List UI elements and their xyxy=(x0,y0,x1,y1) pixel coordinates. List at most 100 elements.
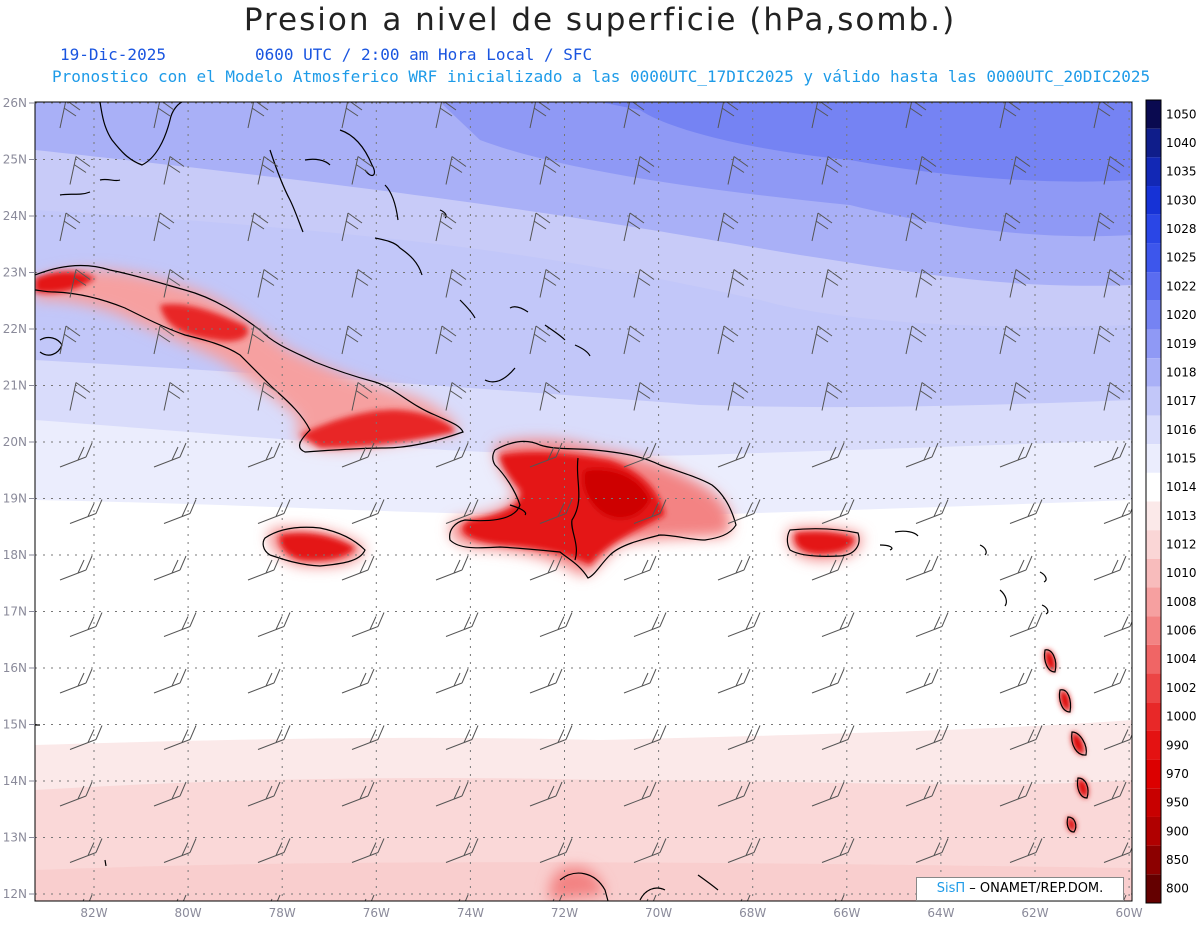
wind-barb xyxy=(59,668,93,694)
colorbar-swatch xyxy=(1146,100,1161,129)
wind-barb xyxy=(257,725,291,750)
wind-barb xyxy=(341,325,363,355)
pressure-field xyxy=(35,102,1132,901)
colorbar-swatch xyxy=(1146,845,1161,875)
colorbar-label: 1012 xyxy=(1166,538,1197,552)
colorbar-swatch xyxy=(1146,874,1161,903)
wind-barb xyxy=(915,612,949,637)
wind-barb xyxy=(834,894,845,901)
wind-barb xyxy=(915,838,949,863)
wind-barb xyxy=(727,156,749,185)
wind-barb xyxy=(270,894,281,901)
wind-barb xyxy=(341,668,375,694)
wind-barb xyxy=(341,102,363,129)
wind-barb xyxy=(623,442,657,468)
wind-barb xyxy=(458,894,469,901)
colorbar-label: 1019 xyxy=(1166,337,1197,351)
wind-barb xyxy=(341,212,363,242)
latitude-label: 26N xyxy=(3,96,27,110)
wind-barb xyxy=(445,612,479,637)
latitude-label: 15N xyxy=(3,718,27,732)
wind-barb xyxy=(435,555,469,581)
colorbar-label: 1018 xyxy=(1166,365,1197,379)
longitude-label: 60W xyxy=(1116,906,1143,920)
colorbar-label: 1016 xyxy=(1166,423,1197,437)
longitude-label: 64W xyxy=(927,906,954,920)
wind-barb xyxy=(623,325,645,355)
map-title: Presion a nivel de superficie (hPa,somb.… xyxy=(243,2,957,38)
lat-lon-grid xyxy=(35,102,1132,901)
wind-barb xyxy=(717,442,751,468)
wind-barb xyxy=(257,499,291,524)
wind-barb xyxy=(1093,325,1115,355)
wind-barb xyxy=(539,269,561,298)
colorbar-label: 1013 xyxy=(1166,509,1197,523)
wind-barb xyxy=(1009,269,1031,298)
colorbar-label: 1025 xyxy=(1166,251,1197,265)
wind-barb xyxy=(999,102,1021,129)
latitude-label: 22N xyxy=(3,322,27,336)
wind-barb xyxy=(905,781,939,807)
colorbar-swatch xyxy=(1146,358,1161,387)
colorbar-label: 1017 xyxy=(1166,394,1197,408)
wind-barb xyxy=(633,382,655,411)
wind-barb xyxy=(999,442,1033,468)
wind-barb xyxy=(811,668,845,694)
wind-barb xyxy=(905,102,927,129)
wind-barb xyxy=(811,102,833,129)
longitude-label: 74W xyxy=(457,906,484,920)
wind-barb xyxy=(341,781,375,807)
latitude-label: 18N xyxy=(3,548,27,562)
wind-barb xyxy=(821,499,855,524)
wind-barb xyxy=(717,781,751,807)
wind-barb xyxy=(351,725,385,750)
colorbar-label: 1006 xyxy=(1166,624,1197,638)
wind-barb xyxy=(905,442,939,468)
wind-barb xyxy=(905,212,927,242)
wind-barb xyxy=(445,838,479,863)
wind-barb xyxy=(539,612,573,637)
wind-barb xyxy=(1103,729,1132,750)
wind-barb xyxy=(341,555,375,581)
wind-barb xyxy=(351,499,385,524)
wind-barb xyxy=(69,382,91,411)
wind-barb xyxy=(717,668,751,694)
colorbar-swatch xyxy=(1146,616,1161,645)
colorbar-swatch xyxy=(1146,128,1161,158)
wind-barb xyxy=(633,499,667,524)
colorbar-label: 900 xyxy=(1166,824,1189,838)
latitude-label: 25N xyxy=(3,153,27,167)
wind-barb xyxy=(539,499,573,524)
wind-barb xyxy=(727,499,761,524)
wind-barb xyxy=(435,212,457,242)
credit-box: SisΠ – ONAMET/REP.DOM. xyxy=(916,877,1124,901)
wind-barb xyxy=(552,894,563,901)
wind-barb xyxy=(999,781,1033,807)
wind-barb xyxy=(153,668,187,694)
wind-barb xyxy=(727,725,761,750)
forecast-time: 0600 UTC / 2:00 am Hora Local / SFC xyxy=(255,45,593,64)
colorbar-label: 990 xyxy=(1166,738,1189,752)
wind-barb xyxy=(247,102,269,129)
colorbar-label: 1030 xyxy=(1166,193,1197,207)
colorbar-swatch xyxy=(1146,816,1161,846)
wind-barb xyxy=(247,442,281,468)
wind-barb xyxy=(811,442,845,468)
latitude-label: 12N xyxy=(3,887,27,901)
wind-barb xyxy=(69,269,91,298)
longitude-label: 82W xyxy=(80,906,107,920)
wind-barb xyxy=(59,212,81,242)
colorbar-swatch xyxy=(1146,386,1161,416)
wind-barb xyxy=(59,781,93,807)
wind-barbs xyxy=(59,102,1132,901)
wind-barb xyxy=(59,102,81,129)
wind-barb xyxy=(623,212,645,242)
wind-barb xyxy=(153,555,187,581)
wind-barb xyxy=(257,156,279,185)
forecast-date: 19-Dic-2025 xyxy=(60,45,166,64)
wind-barb xyxy=(727,612,761,637)
longitude-label: 72W xyxy=(551,906,578,920)
wind-barb xyxy=(915,382,937,411)
wind-barb xyxy=(445,269,467,298)
colorbar-swatch xyxy=(1146,558,1161,588)
